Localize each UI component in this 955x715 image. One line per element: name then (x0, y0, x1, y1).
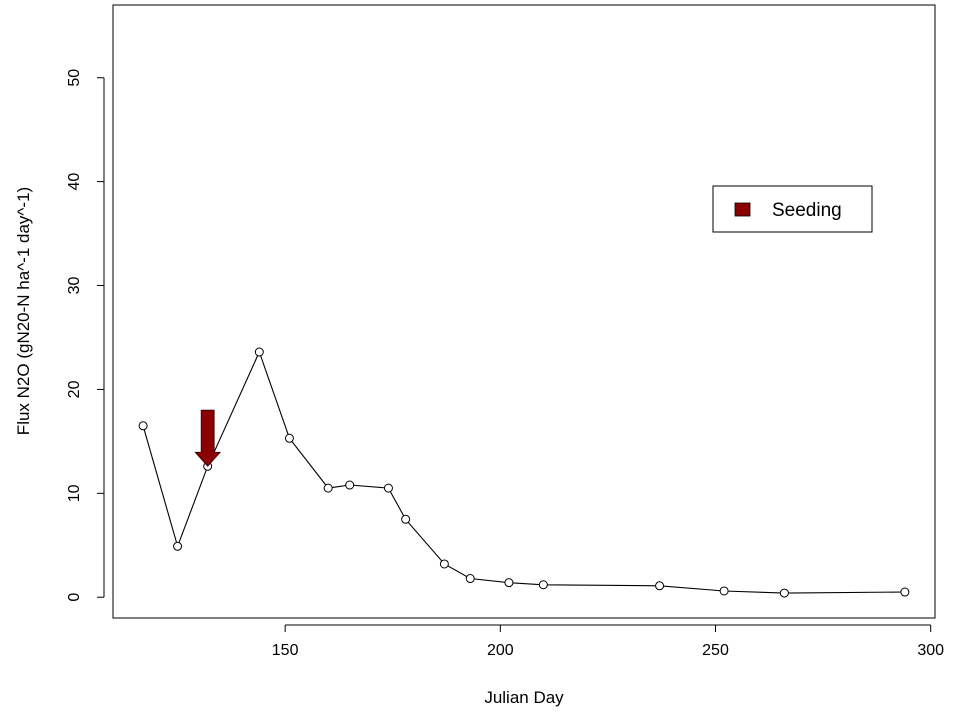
y-tick-label: 10 (66, 484, 83, 502)
data-point (439, 559, 449, 569)
legend: Seeding (712, 185, 873, 233)
plot-frame (112, 4, 936, 619)
data-point (138, 421, 148, 431)
x-tick-label: 150 (272, 642, 299, 659)
y-tick-label: 30 (66, 277, 83, 295)
x-axis-title: Julian Day (484, 688, 564, 707)
legend-swatch-seeding (734, 202, 751, 217)
data-point (383, 483, 393, 493)
axes: 150 200 250 300 0 10 20 30 40 50 (66, 69, 944, 659)
data-point (779, 588, 789, 598)
seeding-arrow (194, 409, 222, 467)
data-point (401, 514, 411, 524)
y-tick-label: 40 (66, 173, 83, 191)
x-tick-label: 200 (487, 642, 514, 659)
series-layer (138, 347, 910, 598)
legend-label-seeding: Seeding (772, 200, 842, 221)
data-point (719, 586, 729, 596)
data-point (504, 578, 514, 588)
y-tick-label: 20 (66, 380, 83, 398)
data-point (284, 433, 294, 443)
data-point (323, 483, 333, 493)
data-point (173, 541, 183, 551)
y-tick-label: 50 (66, 69, 83, 87)
data-point (900, 587, 910, 597)
x-tick-label: 300 (917, 642, 944, 659)
data-point (345, 480, 355, 490)
x-tick-label: 250 (702, 642, 729, 659)
y-axis-title: Flux N2O (gN20-N ha^-1 day^-1) (14, 187, 33, 435)
data-point (254, 347, 264, 357)
y-tick-label: 0 (66, 593, 83, 602)
data-point (465, 574, 475, 584)
data-point (655, 581, 665, 591)
annotation-layer (194, 409, 222, 467)
data-point (538, 580, 548, 590)
series-line (142, 350, 905, 594)
